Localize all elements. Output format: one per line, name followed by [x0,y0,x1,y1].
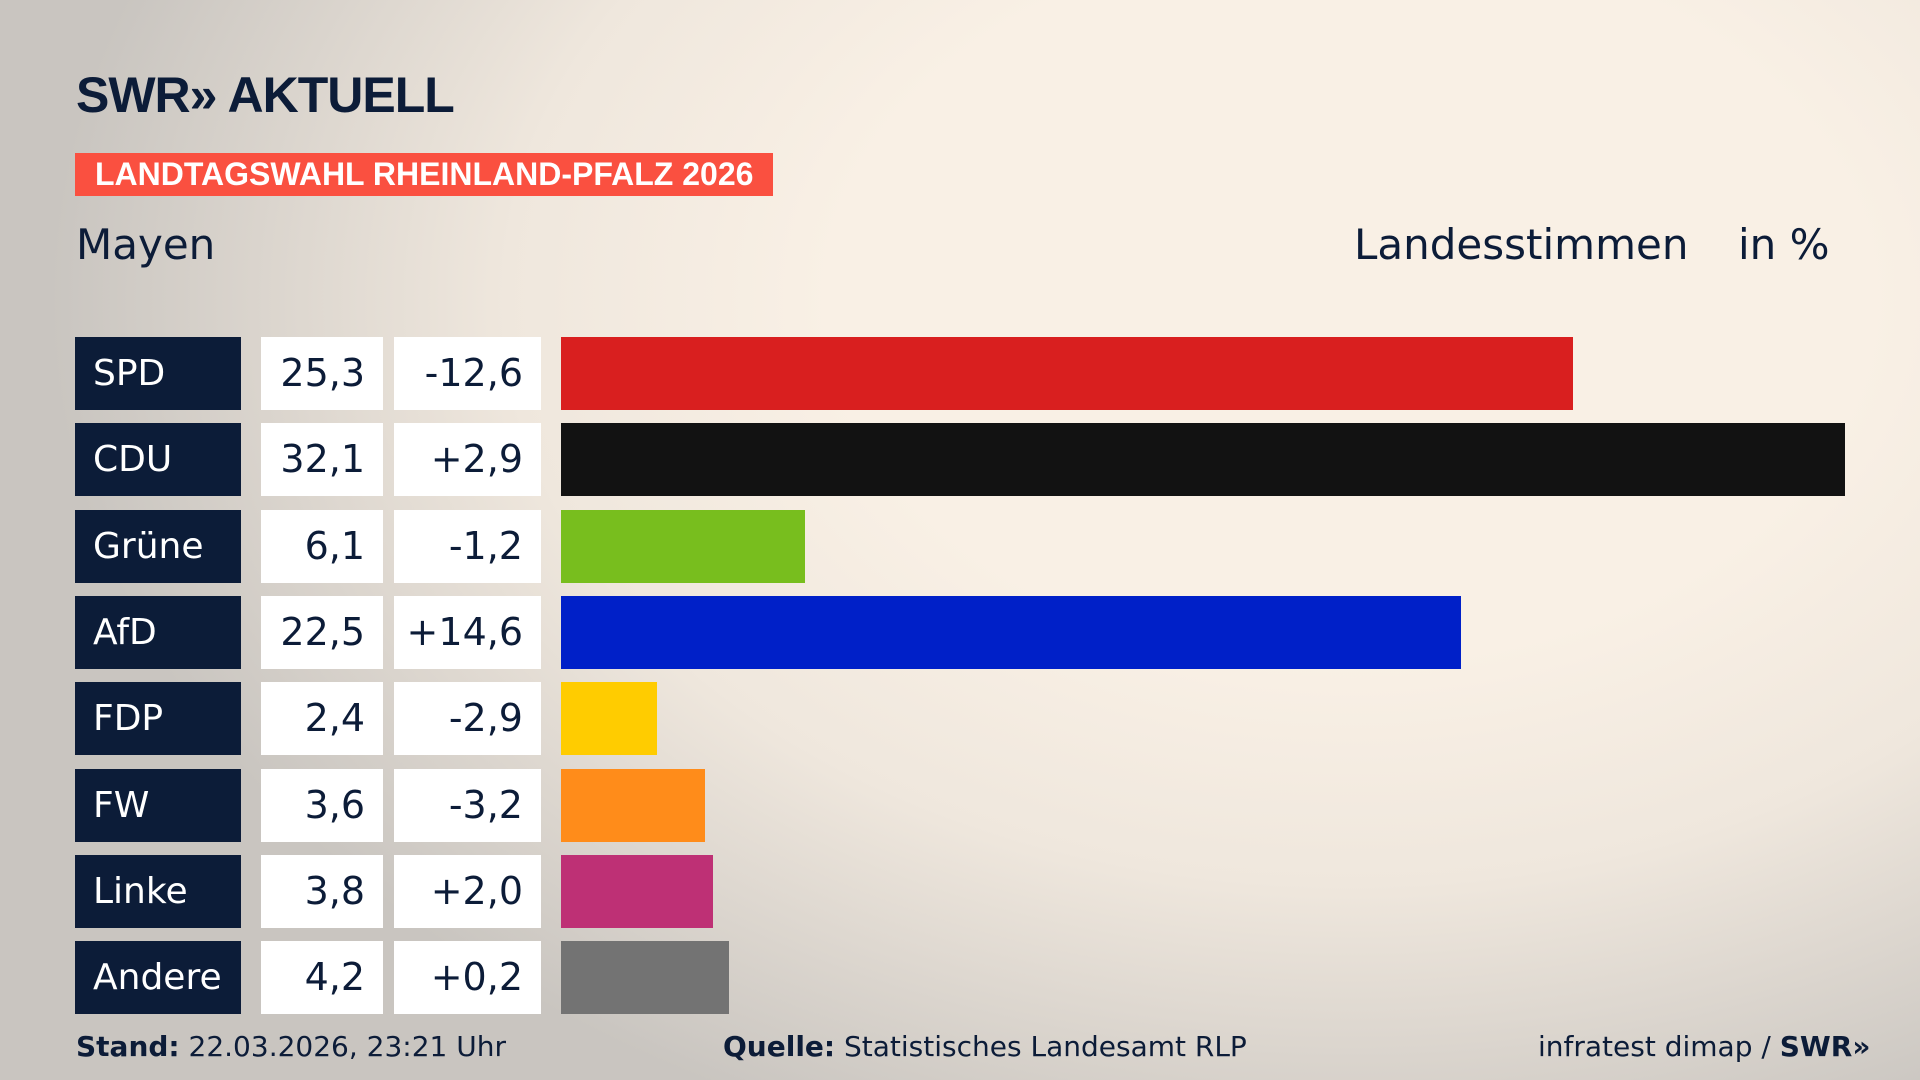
source-value: Statistisches Landesamt RLP [844,1030,1247,1063]
unit-label: in % [1738,220,1830,269]
party-label: CDU [75,423,241,497]
bar-afd [561,595,1461,669]
stand-value: 22.03.2026, 23:21 Uhr [188,1030,506,1063]
diff-label: +14,6 [394,595,541,669]
region-title: Mayen [76,220,216,269]
diff-label: -1,2 [394,509,541,583]
value-label: 25,3 [261,337,383,410]
party-row: Andere 4,2 +0,2 [0,941,1920,1015]
party-row: Grüne 6,1 -1,2 [0,509,1920,583]
bar-spd [561,337,1573,410]
party-row: Linke 3,8 +2,0 [0,854,1920,928]
party-row: FW 3,6 -3,2 [0,768,1920,842]
party-label: Andere [75,941,241,1015]
bar-grüne [561,509,805,583]
value-label: 32,1 [261,423,383,497]
diff-label: +2,0 [394,854,541,928]
diff-label: -12,6 [394,337,541,410]
credit: infratest dimap / SWR» [1538,1030,1870,1063]
bar-andere [561,941,729,1015]
swr-aktuell-logo: SWR» AKTUELL [76,67,455,123]
party-label: Linke [75,854,241,928]
party-row: CDU 32,1 +2,9 [0,423,1920,497]
diff-label: +0,2 [394,941,541,1015]
bar-cdu [561,423,1845,497]
bar-fdp [561,682,657,756]
value-label: 22,5 [261,595,383,669]
diff-label: +2,9 [394,423,541,497]
party-label: Grüne [75,509,241,583]
value-label: 2,4 [261,682,383,756]
value-label: 3,8 [261,854,383,928]
party-label: SPD [75,337,241,410]
bar-linke [561,854,713,928]
value-label: 3,6 [261,768,383,842]
value-label: 4,2 [261,941,383,1015]
source: Quelle: Statistisches Landesamt RLP [723,1030,1247,1063]
party-label: FW [75,768,241,842]
metric-label: Landesstimmen [1354,220,1689,269]
election-banner: LANDTAGSWAHL RHEINLAND-PFALZ 2026 [75,153,774,196]
swr-logo: SWR» [1779,1030,1871,1063]
party-row: AfD 22,5 +14,6 [0,595,1920,669]
party-row: FDP 2,4 -2,9 [0,682,1920,756]
source-label: Quelle: [723,1030,836,1063]
bar-fw [561,768,705,842]
credit-text: infratest dimap / [1538,1030,1780,1063]
value-label: 6,1 [261,509,383,583]
party-label: AfD [75,595,241,669]
diff-label: -2,9 [394,682,541,756]
party-row: SPD 25,3 -12,6 [0,337,1920,410]
stand-label: Stand: [76,1030,180,1063]
diff-label: -3,2 [394,768,541,842]
timestamp: Stand: 22.03.2026, 23:21 Uhr [76,1030,506,1063]
party-label: FDP [75,682,241,756]
